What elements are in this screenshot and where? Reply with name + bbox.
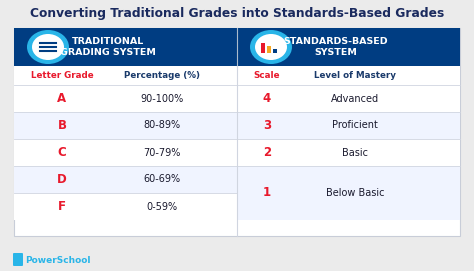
Text: Advanced: Advanced: [331, 93, 379, 104]
Text: 70-79%: 70-79%: [143, 147, 181, 157]
Text: 4: 4: [263, 92, 271, 105]
Ellipse shape: [255, 34, 287, 60]
Text: TRADITIONAL
GRADING SYSTEM: TRADITIONAL GRADING SYSTEM: [60, 37, 156, 57]
Ellipse shape: [32, 34, 64, 60]
FancyBboxPatch shape: [14, 66, 460, 85]
FancyBboxPatch shape: [14, 193, 237, 220]
Text: 80-89%: 80-89%: [144, 121, 181, 131]
Text: B: B: [57, 119, 66, 132]
FancyBboxPatch shape: [13, 253, 23, 266]
FancyBboxPatch shape: [267, 46, 271, 53]
FancyBboxPatch shape: [237, 28, 460, 66]
Text: Percentage (%): Percentage (%): [124, 71, 200, 80]
FancyBboxPatch shape: [273, 49, 277, 53]
Text: C: C: [58, 146, 66, 159]
Text: 3: 3: [263, 119, 271, 132]
Text: 2: 2: [263, 146, 271, 159]
Text: Below Basic: Below Basic: [326, 188, 384, 198]
Text: 90-100%: 90-100%: [140, 93, 183, 104]
FancyBboxPatch shape: [14, 112, 237, 139]
Text: Level of Mastery: Level of Mastery: [314, 71, 396, 80]
FancyBboxPatch shape: [14, 139, 237, 166]
FancyBboxPatch shape: [14, 28, 460, 236]
Text: 0-59%: 0-59%: [146, 202, 178, 211]
FancyBboxPatch shape: [237, 139, 460, 166]
Text: Basic: Basic: [342, 147, 368, 157]
Ellipse shape: [27, 30, 69, 64]
FancyBboxPatch shape: [261, 43, 265, 53]
Text: Scale: Scale: [254, 71, 280, 80]
Text: STANDARDS-BASED
SYSTEM: STANDARDS-BASED SYSTEM: [283, 37, 388, 57]
Text: Letter Grade: Letter Grade: [31, 71, 93, 80]
Text: Converting Traditional Grades into Standards-Based Grades: Converting Traditional Grades into Stand…: [30, 8, 444, 21]
Text: A: A: [57, 92, 66, 105]
FancyBboxPatch shape: [14, 166, 237, 193]
FancyBboxPatch shape: [237, 85, 460, 112]
Text: PowerSchool: PowerSchool: [25, 256, 91, 265]
FancyBboxPatch shape: [237, 112, 460, 139]
Text: 1: 1: [263, 186, 271, 199]
Text: Proficient: Proficient: [332, 121, 378, 131]
Ellipse shape: [250, 30, 292, 64]
Text: 60-69%: 60-69%: [144, 175, 181, 185]
FancyBboxPatch shape: [14, 85, 237, 112]
FancyBboxPatch shape: [237, 166, 460, 220]
FancyBboxPatch shape: [14, 28, 237, 66]
Text: F: F: [58, 200, 66, 213]
Text: D: D: [57, 173, 67, 186]
